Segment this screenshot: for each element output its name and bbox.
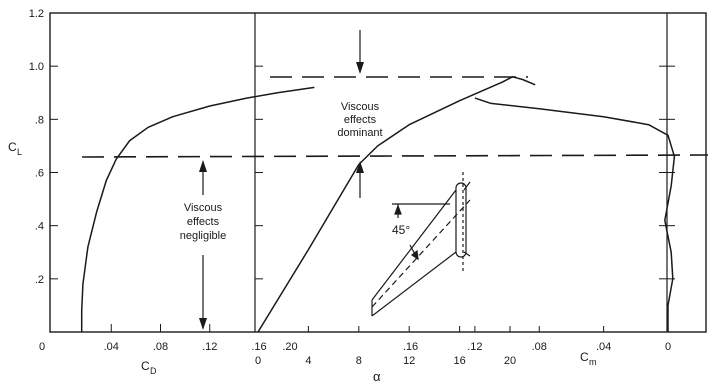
y-tick-label: .2 bbox=[35, 274, 44, 286]
alpha-tick-label: 4 bbox=[305, 355, 311, 367]
dominant-line-3: dominant bbox=[337, 127, 382, 139]
negligible-line-1: Viscous bbox=[184, 202, 223, 214]
x-axis-title-cd: C bbox=[141, 359, 150, 373]
x-axis-title-alpha: α bbox=[373, 369, 381, 383]
sweep-arrowhead-lower bbox=[412, 251, 418, 259]
cd-tick-label: 0 bbox=[39, 341, 45, 353]
cd-secondary-tick-label: .20 bbox=[282, 341, 297, 353]
annotation-negligible: Viscous effects negligible bbox=[180, 160, 226, 330]
alpha-tick-label: 0 bbox=[255, 355, 261, 367]
cm-tick-label: .12 bbox=[467, 341, 482, 353]
cm-tick-label: 0 bbox=[665, 341, 671, 353]
dominant-line-2: effects bbox=[344, 114, 377, 126]
curves-group bbox=[82, 77, 675, 332]
y-axis-title-c: C bbox=[8, 140, 17, 154]
negligible-arrowhead-up bbox=[199, 160, 207, 172]
annotation-dominant: Viscous effects dominant bbox=[337, 30, 382, 198]
cd-tick-label: .12 bbox=[202, 341, 217, 353]
dominant-line-1: Viscous bbox=[341, 101, 380, 113]
x-axis-title-cd-sub: D bbox=[150, 366, 157, 376]
wing-axis-tick-top bbox=[464, 182, 470, 190]
alpha-tick-label: 20 bbox=[504, 355, 516, 367]
alpha-tick-label: 8 bbox=[356, 355, 362, 367]
y-axis-title-sub: L bbox=[17, 147, 22, 157]
y-tick-label: .6 bbox=[35, 168, 44, 180]
negligible-line-3: negligible bbox=[180, 230, 226, 242]
cd-tick-label: .04 bbox=[104, 341, 119, 353]
cm-tick-label: .16 bbox=[403, 341, 418, 353]
cm-tick-label: .08 bbox=[532, 341, 547, 353]
sweep-angle-label: 45° bbox=[392, 223, 410, 237]
cl-vs-cm-curve bbox=[475, 98, 675, 332]
y-tick-label: 1.2 bbox=[29, 8, 44, 20]
wing-root-body bbox=[456, 183, 466, 257]
y-tick-label: .8 bbox=[35, 114, 44, 126]
swept-wing-sketch bbox=[372, 172, 470, 316]
sweep-arrowhead bbox=[395, 206, 401, 214]
cd-tick-label: .16 bbox=[251, 341, 266, 353]
y-tick-label: .4 bbox=[35, 221, 44, 233]
x-axis-title-cm: C bbox=[580, 350, 589, 364]
wing-quarter-chord bbox=[372, 200, 470, 307]
cd-tick-label: .08 bbox=[153, 341, 168, 353]
lower-reference-line bbox=[82, 155, 708, 157]
alpha-tick-label: 16 bbox=[453, 355, 465, 367]
dominant-arrowhead-top bbox=[356, 62, 364, 74]
negligible-arrowhead-down bbox=[199, 318, 207, 330]
negligible-line-2: effects bbox=[187, 216, 220, 228]
y-tick-label: 1.0 bbox=[29, 61, 44, 73]
x-axis-title-cm-sub: m bbox=[589, 357, 597, 367]
alpha-tick-label: 12 bbox=[403, 355, 415, 367]
cm-tick-label: .04 bbox=[596, 341, 611, 353]
plot-frame bbox=[50, 13, 706, 332]
